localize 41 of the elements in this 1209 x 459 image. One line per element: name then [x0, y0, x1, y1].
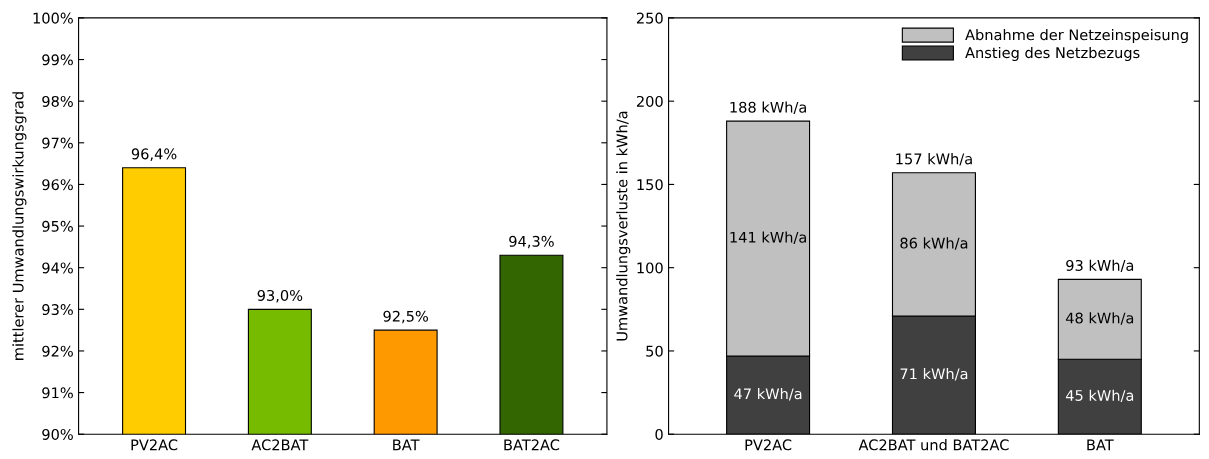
data-label: 47 kWh/a [734, 388, 802, 401]
legend-label: Abnahme der Netzeinspeisung [965, 28, 1188, 44]
x-tick-label: BAT [1087, 439, 1114, 451]
y-tick-label: 93% [42, 304, 73, 316]
data-label: 141 kWh/a [730, 231, 806, 244]
y-tick-label: 0 [655, 428, 663, 440]
data-label: 94,3% [509, 235, 554, 249]
y-tick-label: 95% [42, 220, 73, 232]
y-tick-label: 200 [636, 95, 663, 107]
y-axis-title: Umwandlungsverluste in kWh/a [616, 111, 631, 341]
total-label: 93 kWh/a [1066, 259, 1134, 273]
x-tick-label: BAT2AC [504, 439, 560, 451]
y-tick-label: 250 [636, 12, 663, 24]
y-tick-label: 94% [42, 262, 73, 274]
x-tick-label: BAT [393, 439, 420, 451]
y-axis-title: mittlerer Umwandlungswirkungsgrad [12, 92, 27, 360]
y-tick-label: 96% [42, 179, 73, 191]
y-tick-label: 91% [42, 387, 73, 399]
data-label: 86 kWh/a [900, 237, 968, 250]
legend-label: Anstieg des Netzbezugs [965, 46, 1140, 62]
y-tick-label: 98% [42, 95, 73, 107]
data-label: 93,0% [257, 289, 303, 303]
data-label: 45 kWh/a [1065, 389, 1134, 403]
total-label: 157 kWh/a [896, 153, 972, 166]
x-tick-label: PV2AC [131, 439, 178, 451]
y-tick-label: 100% [33, 12, 73, 24]
x-tick-label: AC2BAT [251, 439, 309, 451]
y-tick-label: 99% [42, 54, 73, 66]
x-tick-label: AC2BAT und BAT2AC [858, 439, 1009, 451]
total-label: 188 kWh/a [730, 101, 806, 114]
data-label: 96,4% [131, 148, 177, 161]
y-tick-label: 90% [42, 428, 73, 440]
y-tick-label: 92% [42, 345, 73, 357]
x-tick-label: PV2AC [745, 439, 792, 451]
data-label: 92,5% [383, 310, 429, 324]
y-tick-label: 97% [42, 137, 73, 149]
data-label: 48 kWh/a [1065, 312, 1134, 325]
y-tick-label: 150 [637, 179, 663, 191]
y-tick-label: 100 [637, 262, 663, 274]
data-label: 71 kWh/a [900, 368, 968, 381]
y-tick-label: 50 [646, 345, 663, 357]
